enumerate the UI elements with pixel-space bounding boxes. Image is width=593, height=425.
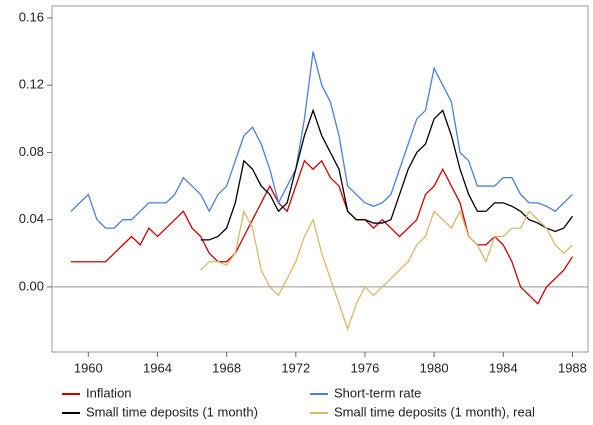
series-line <box>71 159 573 305</box>
y-tick-label: 0.00 <box>19 278 44 293</box>
plot-frame <box>51 5 589 353</box>
y-tick-label: 0.16 <box>19 9 44 24</box>
x-tick-label: 1964 <box>143 360 172 375</box>
y-tick-label: 0.08 <box>19 144 44 159</box>
series-line <box>200 108 573 241</box>
series-line <box>70 51 573 229</box>
x-tick-label: 1984 <box>489 360 518 375</box>
x-tick-label: 1980 <box>420 360 449 375</box>
legend-label: Small time deposits (1 month) <box>86 404 258 419</box>
legend-label: Inflation <box>86 385 132 400</box>
y-tick-label: 0.04 <box>19 211 44 226</box>
x-tick-label: 1960 <box>74 360 103 375</box>
x-tick-label: 1976 <box>350 360 379 375</box>
x-tick-label: 1988 <box>558 360 587 375</box>
legend-label: Small time deposits (1 month), real <box>334 404 535 419</box>
y-tick-label: 0.12 <box>19 77 44 92</box>
series-line <box>200 209 573 331</box>
x-tick-label: 1972 <box>281 360 310 375</box>
x-tick-label: 1968 <box>212 360 241 375</box>
legend-label: Short-term rate <box>334 385 421 400</box>
